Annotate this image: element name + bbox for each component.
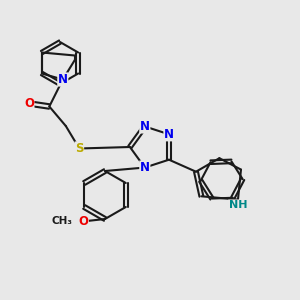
Text: O: O bbox=[24, 97, 34, 110]
Text: NH: NH bbox=[229, 200, 247, 210]
Text: N: N bbox=[140, 120, 150, 133]
Text: CH₃: CH₃ bbox=[52, 216, 73, 226]
Text: N: N bbox=[140, 161, 150, 174]
Text: N: N bbox=[164, 128, 174, 141]
Text: S: S bbox=[75, 142, 84, 155]
Text: O: O bbox=[78, 215, 88, 228]
Text: N: N bbox=[58, 73, 68, 86]
